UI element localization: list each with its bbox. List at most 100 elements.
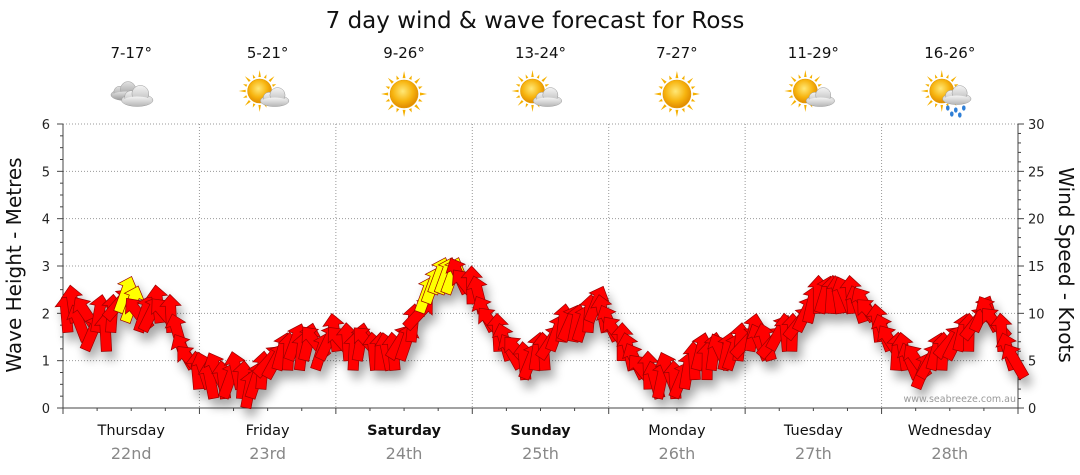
wind-arrow xyxy=(1001,343,1030,381)
temp-range: 7-27° xyxy=(656,44,698,62)
sun-ray xyxy=(681,75,685,80)
temp-range: 16-26° xyxy=(924,44,975,62)
sun-ray xyxy=(515,84,521,87)
sun-ray xyxy=(675,71,679,79)
sun-ray xyxy=(381,92,389,96)
left-axis-title: Wave Height - Metres xyxy=(2,157,26,372)
weather-icons xyxy=(110,70,972,118)
sun-ray xyxy=(396,75,400,80)
sun-ray xyxy=(252,103,256,108)
sun-ray xyxy=(414,77,421,84)
sun-ray xyxy=(788,95,793,98)
sun-icon xyxy=(653,71,700,117)
sun-ray xyxy=(515,95,521,98)
sun-ray xyxy=(244,99,251,106)
day-labels: Thursday 22nd Friday 23rd Saturday 24th Sunday… xyxy=(96,423,992,463)
right-tick-label: 5 xyxy=(1028,355,1036,370)
day-name: Saturday xyxy=(367,423,441,439)
sun-ray xyxy=(940,104,944,112)
sun-ray xyxy=(784,89,792,93)
sun-ray xyxy=(653,92,661,96)
day-date: 23rd xyxy=(249,444,286,463)
sun-ray xyxy=(268,76,275,83)
cloudy-icon xyxy=(110,81,154,107)
sun-ray xyxy=(387,77,394,84)
sun-ray xyxy=(691,98,696,102)
right-tick-label: 20 xyxy=(1028,213,1045,228)
cloud-shape xyxy=(260,87,290,107)
cloud-part xyxy=(807,97,834,107)
day-name: Thursday xyxy=(96,423,165,439)
sun-ray xyxy=(541,76,548,83)
sun-ray xyxy=(252,74,256,79)
sun-ray xyxy=(925,95,930,98)
day-date: 26th xyxy=(659,444,696,463)
sun-ray xyxy=(691,86,696,90)
sun-ray xyxy=(517,99,524,106)
rain-drop xyxy=(949,111,954,117)
cloud-shape xyxy=(942,85,972,105)
day-date: 27th xyxy=(795,444,832,463)
day-name: Monday xyxy=(648,423,706,439)
sun-ray xyxy=(402,71,406,79)
sun-ray xyxy=(940,70,944,78)
rain-drop xyxy=(945,105,950,111)
sun-ray xyxy=(263,74,267,79)
day-name: Wednesday xyxy=(908,423,992,439)
sun-ray xyxy=(798,103,802,108)
left-tick-label: 1 xyxy=(42,355,50,370)
sun-ray xyxy=(804,104,807,112)
sun-ray xyxy=(814,76,821,83)
temp-range: 7-17° xyxy=(110,44,152,62)
sun-ray xyxy=(788,84,793,87)
right-tick-label: 15 xyxy=(1028,260,1045,275)
temp-range: 11-29° xyxy=(788,44,839,62)
sun-ray xyxy=(402,109,406,117)
sun-rays xyxy=(653,71,700,117)
rain-drop xyxy=(961,105,966,111)
sun-ray xyxy=(243,84,248,87)
sun-cloud-icon xyxy=(784,70,835,112)
sun-ray xyxy=(669,108,673,113)
temp-range: 9-26° xyxy=(383,44,425,62)
sun-ray xyxy=(934,103,938,108)
right-axis-ticks: 0 5 10 15 20 25 30 xyxy=(1028,118,1045,417)
right-tick-label: 25 xyxy=(1028,165,1045,180)
sun-ray xyxy=(385,98,390,102)
sun-ray xyxy=(798,74,802,79)
sun-ray xyxy=(809,74,813,79)
credit-text: www.seabreeze.com.au xyxy=(904,394,1017,405)
temp-range: 13-24° xyxy=(515,44,566,62)
sun-ray xyxy=(658,98,663,102)
cloud-shape xyxy=(121,85,154,107)
sun-disc xyxy=(662,79,692,109)
day-date: 24th xyxy=(386,444,423,463)
sun-ray xyxy=(517,76,524,83)
sun-cloud-icon xyxy=(238,70,290,112)
chart-title: 7 day wind & wave forecast for Ross xyxy=(326,8,745,34)
day-name: Tuesday xyxy=(783,423,843,439)
sun-ray xyxy=(790,76,797,83)
sun-ray xyxy=(238,89,246,93)
sun-cloud-icon xyxy=(511,70,562,112)
sun-ray xyxy=(950,76,957,83)
sun-ray xyxy=(658,86,663,90)
day-name: Sunday xyxy=(510,423,571,439)
right-tick-label: 10 xyxy=(1028,307,1045,322)
sun-ray xyxy=(408,108,412,113)
sun-ray xyxy=(687,77,694,84)
sun-ray xyxy=(687,104,694,111)
sun-ray xyxy=(926,76,933,83)
sun-ray xyxy=(258,70,261,78)
sun-rays xyxy=(381,71,428,117)
cloud-part xyxy=(261,97,288,107)
sun-ray xyxy=(418,98,423,102)
right-axis-title: Wind Speed - Knots xyxy=(1054,167,1078,363)
sun-ray xyxy=(817,84,822,87)
temp-range: 5-21° xyxy=(247,44,289,62)
left-tick-label: 6 xyxy=(42,118,50,133)
sun-ray xyxy=(243,95,248,98)
cloud-shape xyxy=(805,87,835,107)
sun-ray xyxy=(681,108,685,113)
sun-ray xyxy=(925,84,930,87)
